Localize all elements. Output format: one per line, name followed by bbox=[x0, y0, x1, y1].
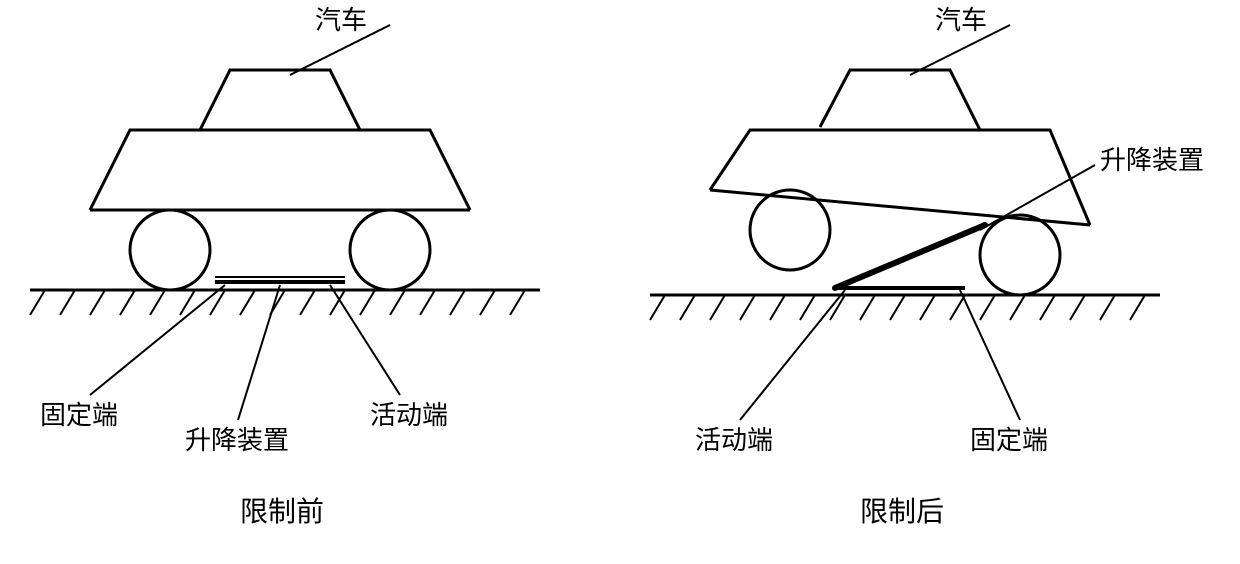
wheel-left bbox=[750, 190, 830, 270]
label-movable-end: 活动端 bbox=[695, 420, 773, 457]
diagram-canvas: 汽车 固定端 升降装置 活动端 限制前 汽车 升降装置 活动端 固定端 bbox=[0, 0, 1240, 564]
label-lifter: 升降装置 bbox=[1100, 140, 1204, 177]
wheel-right bbox=[980, 215, 1060, 295]
panel-after-svg bbox=[620, 0, 1240, 564]
car-body bbox=[710, 130, 1090, 225]
label-car-title: 汽车 bbox=[935, 0, 987, 37]
ground-hatch bbox=[650, 295, 1145, 320]
label-fixed-end: 固定端 bbox=[40, 395, 118, 432]
caption-after: 限制后 bbox=[860, 490, 944, 530]
wheel-left bbox=[130, 210, 210, 290]
leader-fixed-end bbox=[960, 290, 1020, 420]
leader-movable-end bbox=[330, 285, 400, 395]
label-car-title: 汽车 bbox=[315, 0, 367, 37]
car-cabin bbox=[820, 70, 980, 130]
car-body-baseline bbox=[710, 190, 1090, 225]
lifter-arm-raised bbox=[835, 225, 985, 288]
car-body bbox=[90, 130, 470, 210]
label-fixed-end: 固定端 bbox=[970, 420, 1048, 457]
label-lifter: 升降装置 bbox=[185, 420, 289, 457]
wheel-right bbox=[350, 210, 430, 290]
leader-lifter bbox=[238, 285, 280, 420]
leader-movable-end bbox=[740, 290, 845, 420]
panel-after: 汽车 升降装置 活动端 固定端 限制后 bbox=[620, 0, 1240, 564]
car-cabin bbox=[200, 70, 360, 130]
caption-before: 限制前 bbox=[240, 490, 324, 530]
panel-before-svg bbox=[0, 0, 620, 564]
panel-before: 汽车 固定端 升降装置 活动端 限制前 bbox=[0, 0, 620, 564]
label-movable-end: 活动端 bbox=[370, 395, 448, 432]
